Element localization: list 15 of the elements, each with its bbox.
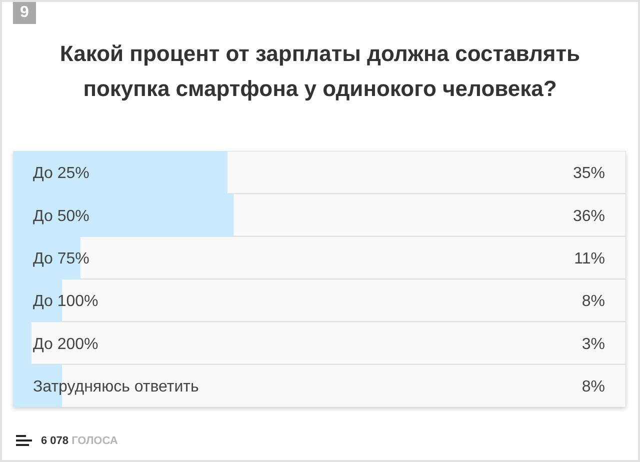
y-tick-label: Затрудняюсь ответить <box>33 378 199 396</box>
y-tick-label: До 50% <box>33 208 90 225</box>
y-tick-label: До 100% <box>33 293 98 310</box>
data-label: 8% <box>582 378 605 396</box>
data-label: 11% <box>574 250 605 268</box>
data-label: 36% <box>572 208 605 225</box>
y-tick-label: До 75% <box>33 250 90 268</box>
data-label: 35% <box>572 165 605 182</box>
text: 9 <box>13 2 36 24</box>
data-label: 8% <box>582 293 605 310</box>
y-tick-label: До 200% <box>33 336 98 353</box>
y-tick-label: До 25% <box>33 165 90 182</box>
text: 6 078 ГОЛОСА <box>41 435 118 447</box>
chart-title: Какой процент от зарплаты должна составлять покупка смартфона у одинокого человека? <box>58 40 582 103</box>
data-label: 3% <box>582 336 605 353</box>
